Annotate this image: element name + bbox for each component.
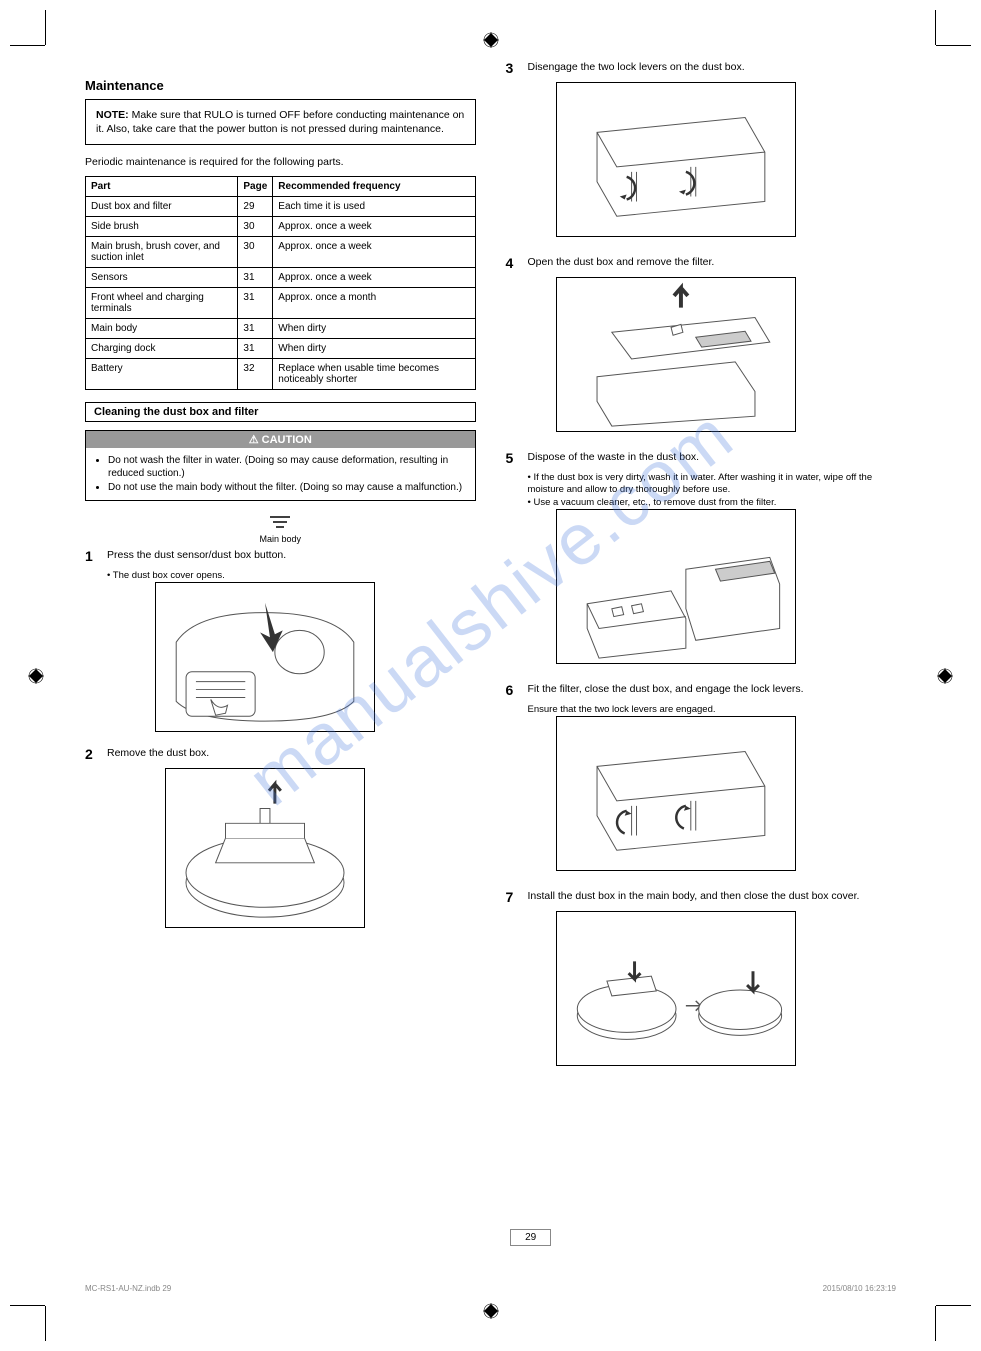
step-number: 1 xyxy=(85,548,99,564)
step-subtext: • The dust box cover opens. xyxy=(107,570,476,582)
step-number: 4 xyxy=(506,255,520,271)
step-4-image xyxy=(556,277,796,432)
step-6: 6 Fit the filter, close the dust box, an… xyxy=(506,682,897,875)
table-cell: 31 xyxy=(238,318,273,338)
step-1: 1 Press the dust sensor/dust box button.… xyxy=(85,548,476,732)
caution-item: Do not wash the filter in water. (Doing … xyxy=(108,454,467,481)
table-cell: 31 xyxy=(238,338,273,358)
footer-right: 2015/08/10 16:23:19 xyxy=(823,1284,896,1293)
table-cell: 31 xyxy=(238,267,273,287)
left-column: Maintenance NOTE: Make sure that RULO is… xyxy=(85,60,476,1291)
step-5: 5 Dispose of the waste in the dust box. … xyxy=(506,450,897,668)
table-cell: Battery xyxy=(86,358,238,389)
step-7: 7 Install the dust box in the main body,… xyxy=(506,889,897,1070)
right-column: 3 Disengage the two lock levers on the d… xyxy=(506,60,897,1291)
table-cell: Charging dock xyxy=(86,338,238,358)
maintenance-heading: Maintenance xyxy=(85,78,476,93)
step-3-image xyxy=(556,82,796,237)
table-cell: Approx. once a week xyxy=(273,267,475,287)
caution-heading: ⚠ CAUTION xyxy=(86,431,475,448)
step-number: 6 xyxy=(506,682,520,698)
step-text: Press the dust sensor/dust box button. xyxy=(107,548,286,562)
table-cell: Approx. once a week xyxy=(273,216,475,236)
cleaning-heading: Cleaning the dust box and filter xyxy=(85,402,476,422)
step-1-image xyxy=(155,582,375,732)
table-cell: 31 xyxy=(238,287,273,318)
th-freq: Recommended frequency xyxy=(273,176,475,196)
note-box: NOTE: Make sure that RULO is turned OFF … xyxy=(85,99,476,145)
table-cell: Dust box and filter xyxy=(86,196,238,216)
page-content: Maintenance NOTE: Make sure that RULO is… xyxy=(85,60,896,1291)
step-7-image xyxy=(556,911,796,1066)
table-cell: When dirty xyxy=(273,318,475,338)
step-6-image xyxy=(556,716,796,871)
table-cell: Front wheel and charging terminals xyxy=(86,287,238,318)
table-cell: Side brush xyxy=(86,216,238,236)
table-cell: 30 xyxy=(238,216,273,236)
step-text: Dispose of the waste in the dust box. xyxy=(528,450,700,464)
table-cell: 29 xyxy=(238,196,273,216)
table-cell: Main brush, brush cover, and suction inl… xyxy=(86,236,238,267)
note-text: Make sure that RULO is turned OFF before… xyxy=(96,109,464,135)
table-cell: 32 xyxy=(238,358,273,389)
step-3: 3 Disengage the two lock levers on the d… xyxy=(506,60,897,241)
caution-label: CAUTION xyxy=(262,434,312,446)
table-cell: Replace when usable time becomes noticea… xyxy=(273,358,475,389)
table-cell: Each time it is used xyxy=(273,196,475,216)
step-4: 4 Open the dust box and remove the filte… xyxy=(506,255,897,436)
table-cell: 30 xyxy=(238,236,273,267)
step-2: 2 Remove the dust box. xyxy=(85,746,476,928)
th-part: Part xyxy=(86,176,238,196)
step-2-image xyxy=(165,768,365,928)
step-number: 3 xyxy=(506,60,520,76)
step-number: 5 xyxy=(506,450,520,466)
table-cell: Approx. once a month xyxy=(273,287,475,318)
step-number: 2 xyxy=(85,746,99,762)
table-cell: Approx. once a week xyxy=(273,236,475,267)
footer-left: MC-RS1-AU-NZ.indb 29 xyxy=(85,1284,171,1293)
page-number: 29 xyxy=(510,1229,551,1246)
ground-label: Main body xyxy=(85,534,476,544)
step-text: Open the dust box and remove the filter. xyxy=(528,255,715,269)
step-text: Disengage the two lock levers on the dus… xyxy=(528,60,745,74)
maintenance-table: Part Page Recommended frequency Dust box… xyxy=(85,176,476,390)
step-text: Fit the filter, close the dust box, and … xyxy=(528,682,804,696)
step-text: Install the dust box in the main body, a… xyxy=(528,889,860,903)
step-text: Remove the dust box. xyxy=(107,746,209,760)
caution-box: ⚠ CAUTION Do not wash the filter in wate… xyxy=(85,430,476,502)
ground-icon: Main body xyxy=(85,515,476,544)
table-cell: Sensors xyxy=(86,267,238,287)
step-number: 7 xyxy=(506,889,520,905)
th-page: Page xyxy=(238,176,273,196)
step-5-image xyxy=(556,509,796,664)
intro-text: Periodic maintenance is required for the… xyxy=(85,155,476,169)
table-cell: When dirty xyxy=(273,338,475,358)
warning-icon: ⚠ xyxy=(249,434,259,446)
step-subtext: • If the dust box is very dirty, wash it… xyxy=(528,472,897,509)
table-cell: Main body xyxy=(86,318,238,338)
step-subtext: Ensure that the two lock levers are enga… xyxy=(528,704,897,716)
caution-item: Do not use the main body without the fil… xyxy=(108,481,467,495)
note-label: NOTE: xyxy=(96,109,129,121)
